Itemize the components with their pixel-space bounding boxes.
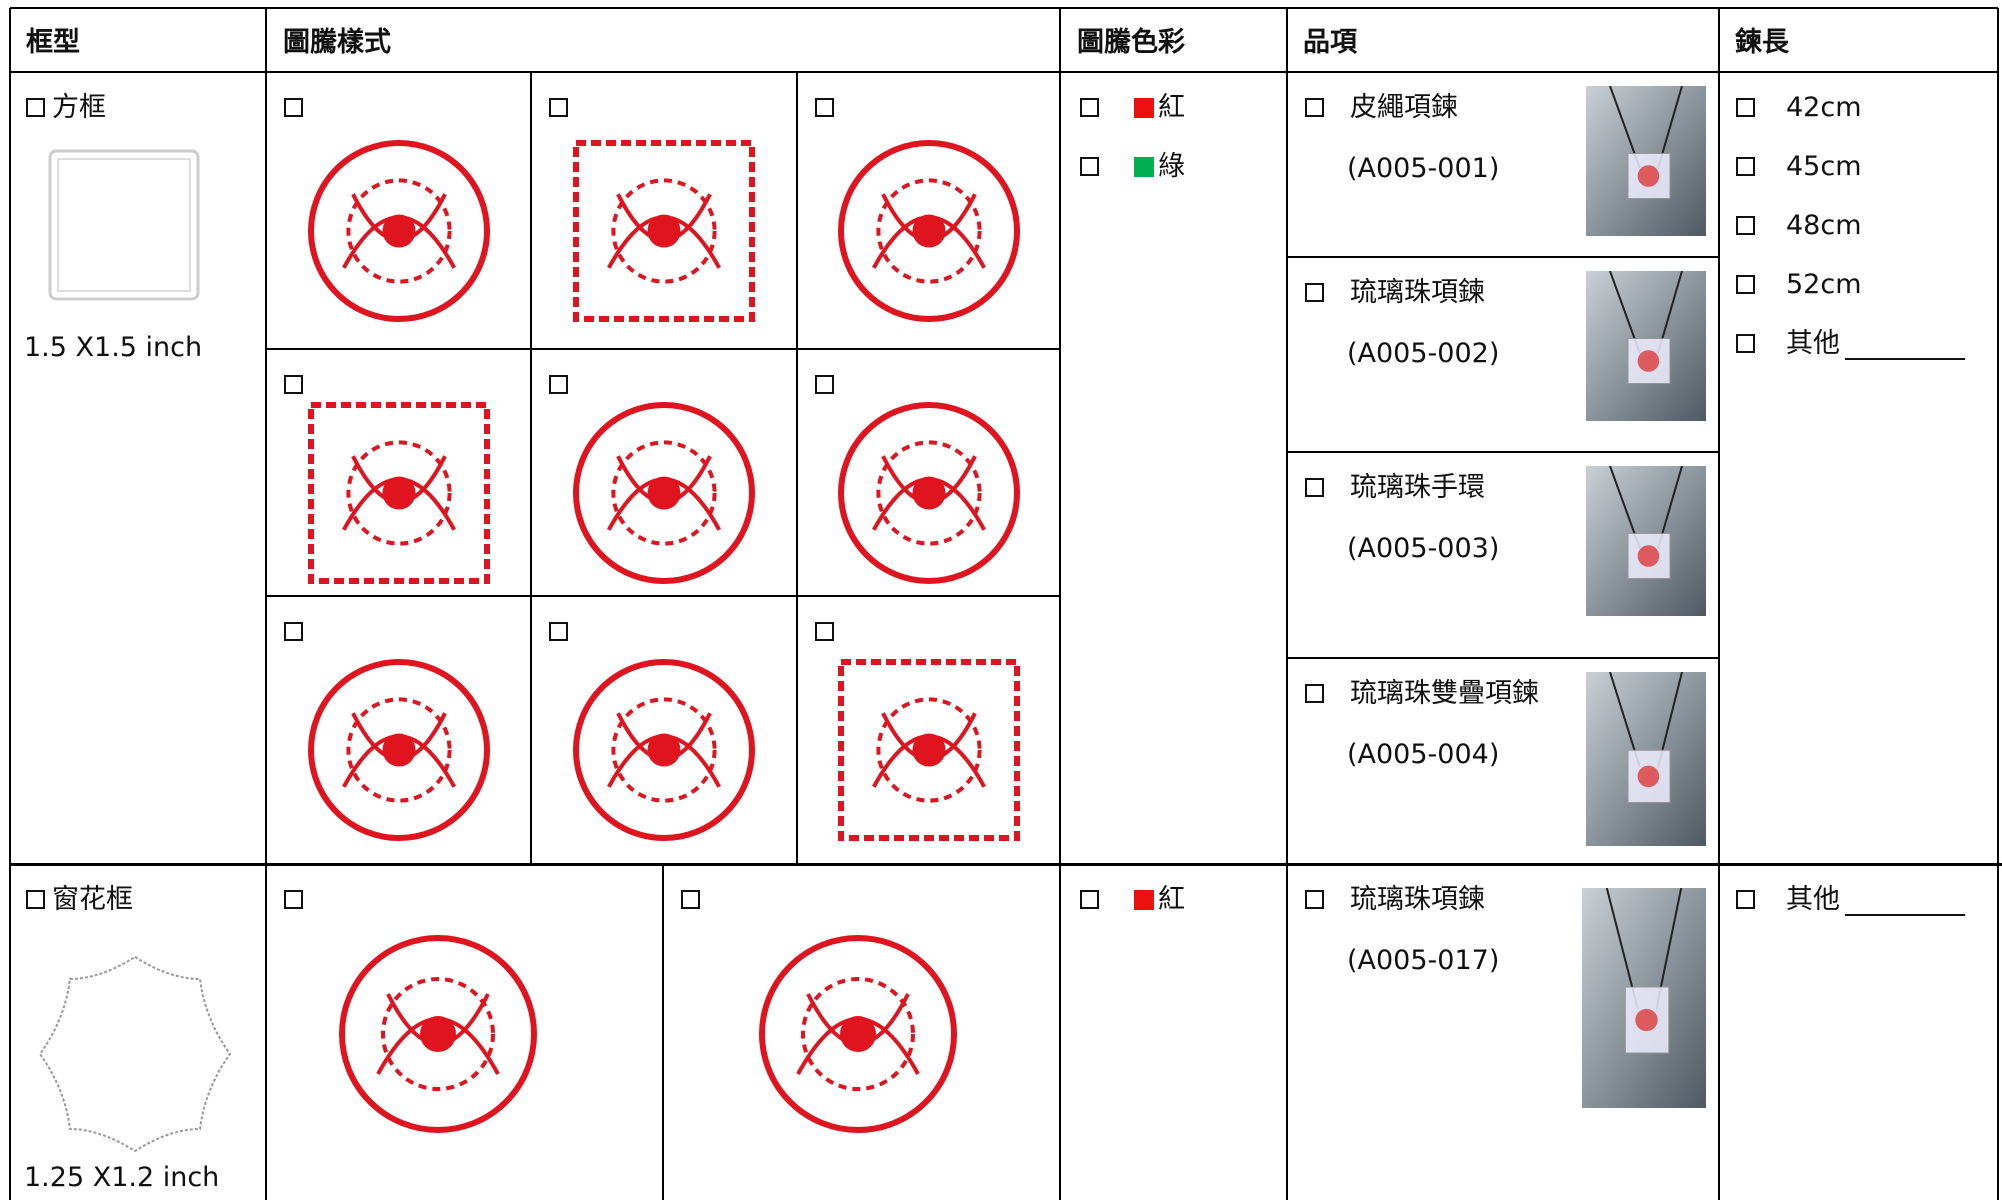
table-border <box>10 71 1998 73</box>
papercut-pattern <box>573 659 755 841</box>
item-name: 琉璃珠項鍊 <box>1350 884 1485 915</box>
checkbox[interactable] <box>1736 98 1755 117</box>
frame-image <box>38 955 232 1153</box>
checkbox[interactable] <box>549 622 568 641</box>
color-swatch <box>1134 157 1154 177</box>
color-name: 紅 <box>1158 884 1185 915</box>
table-border <box>662 864 664 1200</box>
checkbox[interactable] <box>1305 478 1324 497</box>
checkbox[interactable] <box>1080 890 1099 909</box>
table-border <box>1718 8 1720 1200</box>
checkbox[interactable] <box>1736 275 1755 294</box>
frame-size: 1.5 X1.5 inch <box>24 332 203 363</box>
checkbox[interactable] <box>284 622 303 641</box>
table-border <box>10 863 2002 866</box>
fill-in-line <box>1845 358 1965 360</box>
checkbox[interactable] <box>549 98 568 117</box>
color-name: 綠 <box>1158 151 1185 182</box>
checkbox[interactable] <box>549 375 568 394</box>
table-border <box>1287 256 1719 258</box>
product-photo <box>1586 672 1706 846</box>
checkbox[interactable] <box>815 98 834 117</box>
checkbox[interactable] <box>1080 98 1099 117</box>
table-border <box>265 8 267 1200</box>
papercut-pattern <box>307 659 490 841</box>
table-border <box>1286 8 1288 1200</box>
item-code: (A005-003) <box>1347 533 1500 564</box>
item-name: 皮繩項鍊 <box>1350 92 1458 123</box>
papercut-pattern <box>837 139 1020 322</box>
table-border <box>1287 451 1719 453</box>
fill-in-line <box>1845 914 1965 916</box>
checkbox[interactable] <box>1305 890 1324 909</box>
frame-name: 方框 <box>52 92 106 123</box>
item-name: 琉璃珠項鍊 <box>1350 277 1485 308</box>
checkbox[interactable] <box>284 375 303 394</box>
papercut-pattern <box>573 401 755 584</box>
papercut-pattern <box>307 139 490 322</box>
checkbox[interactable] <box>1305 98 1324 117</box>
table-border <box>796 72 798 864</box>
checkbox[interactable] <box>284 890 303 909</box>
product-photo <box>1586 271 1706 421</box>
checkbox[interactable] <box>681 890 700 909</box>
table-border <box>266 595 1060 597</box>
column-header: 品項 <box>1303 27 1357 58</box>
item-code: (A005-004) <box>1347 739 1500 770</box>
table-border <box>1997 8 1999 1200</box>
checkbox[interactable] <box>1305 283 1324 302</box>
frame-size: 1.25 X1.2 inch <box>24 1162 220 1193</box>
length-option: 其他 <box>1786 884 1840 915</box>
item-code: (A005-002) <box>1347 338 1500 369</box>
table-border <box>530 72 532 864</box>
papercut-pattern <box>307 401 490 584</box>
papercut-pattern <box>759 935 957 1133</box>
product-photo <box>1582 888 1706 1108</box>
checkbox[interactable] <box>815 375 834 394</box>
product-photo <box>1586 86 1706 236</box>
item-name: 琉璃珠手環 <box>1350 472 1485 503</box>
length-option: 48cm <box>1786 210 1862 241</box>
frame-name: 窗花框 <box>52 884 133 915</box>
length-option: 42cm <box>1786 92 1862 123</box>
table-border <box>266 348 1060 350</box>
color-name: 紅 <box>1158 92 1185 123</box>
column-header: 鍊長 <box>1735 27 1789 58</box>
item-name: 琉璃珠雙疊項鍊 <box>1350 678 1539 709</box>
checkbox[interactable] <box>1736 216 1755 235</box>
length-option: 52cm <box>1786 269 1862 300</box>
color-swatch <box>1134 890 1154 910</box>
item-code: (A005-001) <box>1347 153 1500 184</box>
table-border <box>1059 8 1061 1200</box>
checkbox[interactable] <box>26 890 45 909</box>
checkbox[interactable] <box>1305 684 1324 703</box>
item-code: (A005-017) <box>1347 945 1500 976</box>
checkbox[interactable] <box>1736 334 1755 353</box>
checkbox[interactable] <box>1736 890 1755 909</box>
frame-image <box>48 149 200 301</box>
checkbox[interactable] <box>284 98 303 117</box>
column-header: 框型 <box>26 27 80 58</box>
product-photo <box>1586 466 1706 616</box>
checkbox[interactable] <box>1080 157 1099 176</box>
papercut-pattern <box>339 935 537 1133</box>
table-border <box>10 7 1998 9</box>
length-option: 45cm <box>1786 151 1862 182</box>
checkbox[interactable] <box>815 622 834 641</box>
checkbox[interactable] <box>26 98 45 117</box>
papercut-pattern <box>837 659 1020 841</box>
table-border <box>9 8 11 1200</box>
column-header: 圖騰樣式 <box>283 27 391 58</box>
papercut-pattern <box>837 401 1020 584</box>
table-border <box>1287 657 1719 659</box>
column-header: 圖騰色彩 <box>1077 27 1185 58</box>
color-swatch <box>1134 98 1154 118</box>
length-option: 其他 <box>1786 328 1840 359</box>
checkbox[interactable] <box>1736 157 1755 176</box>
papercut-pattern <box>573 139 755 322</box>
